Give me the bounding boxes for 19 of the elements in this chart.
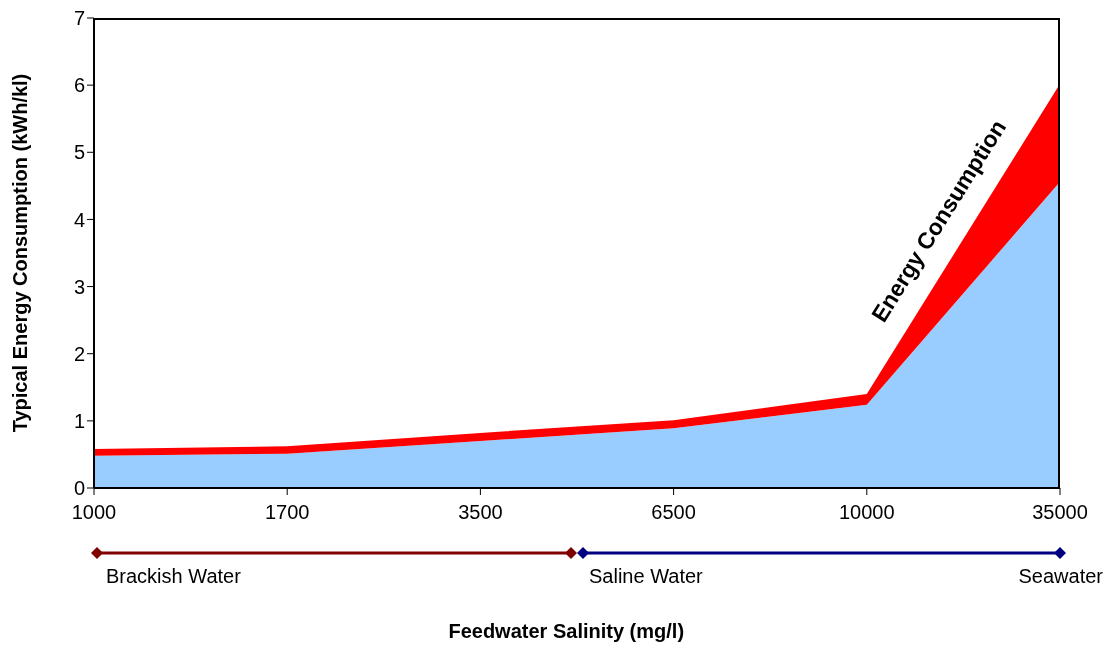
y-tick-label: 3 bbox=[73, 275, 85, 298]
x-tick-label: 6500 bbox=[651, 501, 696, 524]
y-tick-label: 5 bbox=[73, 141, 85, 164]
x-tick-label: 3500 bbox=[458, 501, 503, 524]
x-tick-label: 35000 bbox=[1032, 501, 1088, 524]
x-tick-label: 1700 bbox=[264, 501, 310, 524]
y-tick-label: 0 bbox=[73, 477, 85, 500]
text: Brackish Water bbox=[106, 565, 241, 588]
text: Seawater bbox=[1018, 565, 1103, 588]
x-tick-label: 10000 bbox=[838, 501, 895, 524]
y-tick-label: 4 bbox=[73, 208, 85, 231]
y-axis-title: Typical Energy Consumption (kWh/kl) bbox=[9, 73, 32, 433]
x-axis-title: Feedwater Salinity (mg/l) bbox=[448, 620, 685, 642]
y-tick-label: 6 bbox=[73, 74, 85, 97]
x-tick-label: 1000 bbox=[71, 501, 117, 524]
y-tick-label: 2 bbox=[73, 342, 85, 365]
y-tick-label: 7 bbox=[73, 7, 85, 30]
text: Saline Water bbox=[589, 565, 703, 588]
y-tick-label: 1 bbox=[73, 409, 85, 432]
